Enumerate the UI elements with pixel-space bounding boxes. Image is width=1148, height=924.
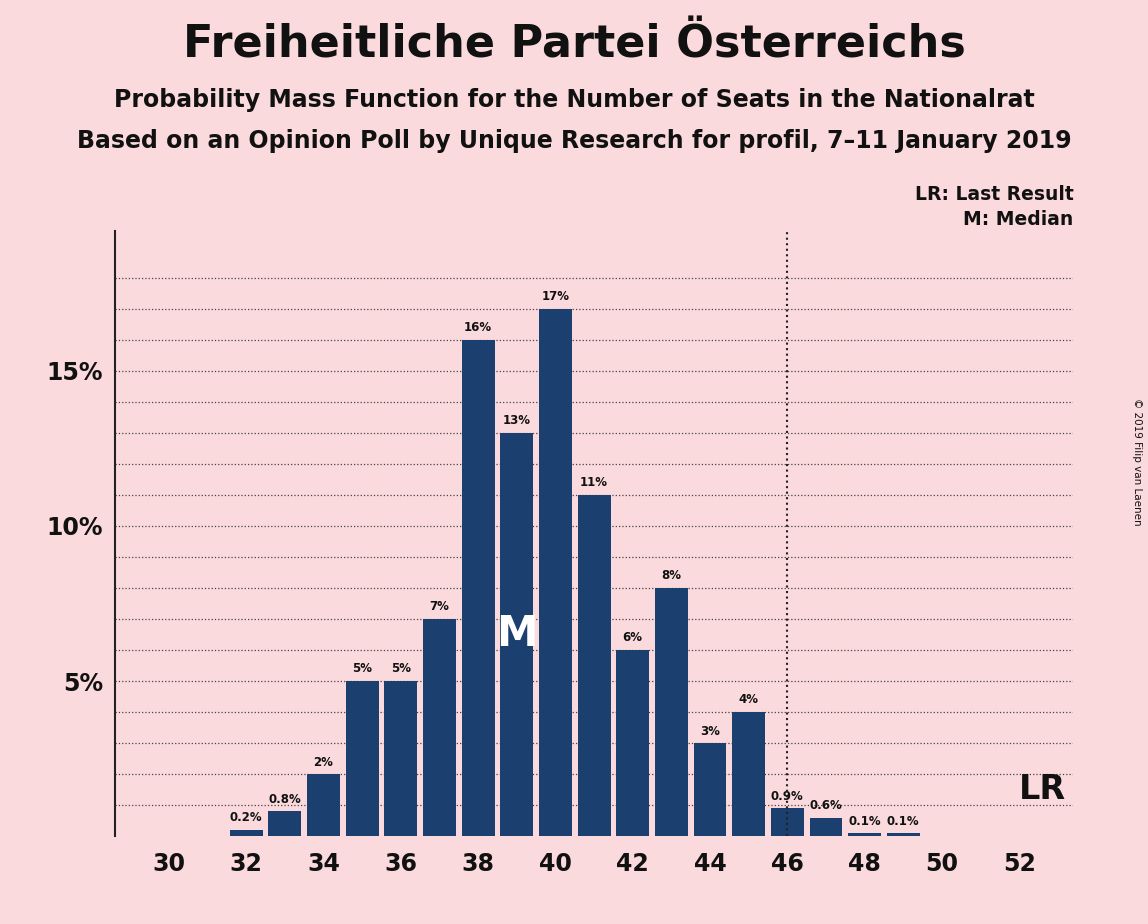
Text: M: Median: M: Median	[963, 210, 1073, 229]
Text: 11%: 11%	[580, 476, 608, 489]
Text: 16%: 16%	[464, 321, 492, 334]
Text: 5%: 5%	[352, 663, 372, 675]
Bar	[346, 681, 379, 836]
Bar	[501, 432, 533, 836]
Text: Probability Mass Function for the Number of Seats in the Nationalrat: Probability Mass Function for the Number…	[114, 88, 1034, 112]
Text: 3%: 3%	[700, 724, 720, 737]
Bar	[693, 743, 727, 836]
Bar	[308, 774, 340, 836]
Text: 6%: 6%	[622, 631, 643, 644]
Bar	[540, 309, 572, 836]
Text: 8%: 8%	[661, 569, 682, 582]
Text: 2%: 2%	[313, 756, 333, 769]
Text: 0.9%: 0.9%	[771, 790, 804, 803]
Bar	[656, 588, 688, 836]
Text: 7%: 7%	[429, 601, 449, 614]
Bar	[269, 811, 301, 836]
Text: Based on an Opinion Poll by Unique Research for profil, 7–11 January 2019: Based on an Opinion Poll by Unique Resea…	[77, 129, 1071, 153]
Text: 5%: 5%	[390, 663, 411, 675]
Text: 0.1%: 0.1%	[887, 815, 920, 828]
Bar	[577, 495, 611, 836]
Bar	[230, 830, 263, 836]
Text: 0.2%: 0.2%	[230, 811, 263, 824]
Bar	[732, 712, 765, 836]
Bar	[809, 818, 843, 836]
Text: 4%: 4%	[738, 694, 759, 707]
Bar	[616, 650, 649, 836]
Text: 0.1%: 0.1%	[848, 815, 881, 828]
Text: M: M	[496, 614, 537, 655]
Text: © 2019 Filip van Laenen: © 2019 Filip van Laenen	[1132, 398, 1141, 526]
Bar	[848, 833, 881, 836]
Bar	[771, 808, 804, 836]
Bar	[424, 619, 456, 836]
Text: 17%: 17%	[542, 290, 569, 303]
Text: 13%: 13%	[503, 414, 530, 427]
Bar	[461, 340, 495, 836]
Text: LR: LR	[1018, 773, 1065, 806]
Bar	[887, 833, 920, 836]
Text: LR: Last Result: LR: Last Result	[915, 185, 1073, 204]
Bar	[385, 681, 417, 836]
Text: Freiheitliche Partei Österreichs: Freiheitliche Partei Österreichs	[183, 23, 965, 67]
Text: 0.6%: 0.6%	[809, 799, 843, 812]
Text: 0.8%: 0.8%	[269, 793, 301, 806]
